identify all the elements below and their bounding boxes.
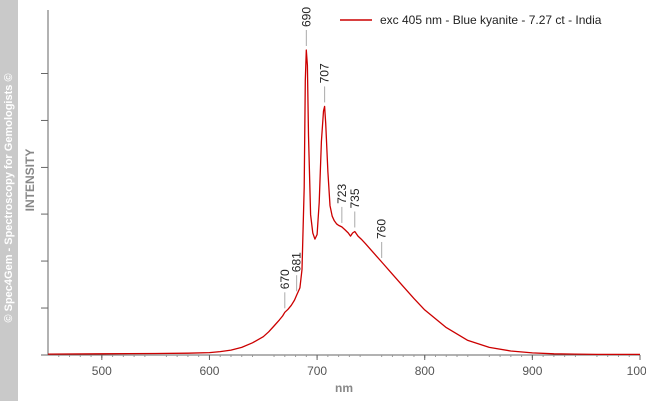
x-tick-label: 500 <box>92 364 112 378</box>
watermark-band <box>0 0 18 401</box>
peak-label: 735 <box>348 188 362 208</box>
x-tick-label: 800 <box>415 364 435 378</box>
y-axis-title: INTENSITY <box>23 149 37 212</box>
peak-label: 690 <box>299 7 313 27</box>
peak-label: 681 <box>290 252 304 272</box>
x-tick-label: 1000 <box>627 364 646 378</box>
peak-label: 760 <box>375 219 389 239</box>
tick-marks: 500 600 700 800 900 1000 <box>41 72 646 378</box>
x-tick-label: 600 <box>199 364 219 378</box>
peak-label: 723 <box>335 184 349 204</box>
series-layer <box>47 49 640 356</box>
legend-entry: exc 405 nm - Blue kyanite - 7.27 ct - In… <box>380 13 602 27</box>
peak-label: 670 <box>278 269 292 289</box>
axes <box>47 10 640 356</box>
x-tick-label: 700 <box>307 364 327 378</box>
legend: exc 405 nm - Blue kyanite - 7.27 ct - In… <box>340 13 602 27</box>
x-axis-title: nm <box>335 381 353 395</box>
series-line <box>47 49 640 356</box>
x-tick-label: 900 <box>522 364 542 378</box>
peak-label: 707 <box>318 63 332 83</box>
